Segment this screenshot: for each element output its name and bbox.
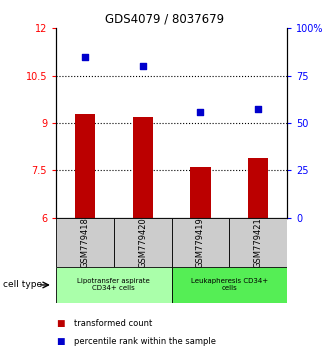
Point bbox=[198, 109, 203, 115]
Text: GSM779420: GSM779420 bbox=[138, 217, 147, 268]
Text: percentile rank within the sample: percentile rank within the sample bbox=[74, 337, 216, 346]
Bar bbox=[172, 267, 287, 303]
Text: ■: ■ bbox=[56, 319, 65, 329]
Bar bbox=[172, 218, 229, 267]
Bar bbox=[114, 218, 172, 267]
Bar bbox=[229, 218, 287, 267]
Point bbox=[256, 106, 261, 112]
Text: GSM779419: GSM779419 bbox=[196, 217, 205, 268]
Text: transformed count: transformed count bbox=[74, 319, 152, 329]
Text: cell type: cell type bbox=[3, 280, 43, 290]
Bar bbox=[56, 267, 172, 303]
Bar bbox=[75, 114, 95, 218]
Text: GSM779418: GSM779418 bbox=[81, 217, 89, 268]
Text: ■: ■ bbox=[56, 337, 65, 346]
Point bbox=[140, 63, 146, 69]
Bar bbox=[56, 218, 114, 267]
Text: Lipotransfer aspirate
CD34+ cells: Lipotransfer aspirate CD34+ cells bbox=[78, 279, 150, 291]
Point bbox=[82, 54, 88, 59]
Bar bbox=[133, 117, 153, 218]
Text: Leukapheresis CD34+
cells: Leukapheresis CD34+ cells bbox=[191, 279, 268, 291]
Text: GDS4079 / 8037679: GDS4079 / 8037679 bbox=[106, 12, 224, 25]
Text: GSM779421: GSM779421 bbox=[254, 217, 263, 268]
Bar bbox=[190, 167, 211, 218]
Bar bbox=[248, 158, 268, 218]
